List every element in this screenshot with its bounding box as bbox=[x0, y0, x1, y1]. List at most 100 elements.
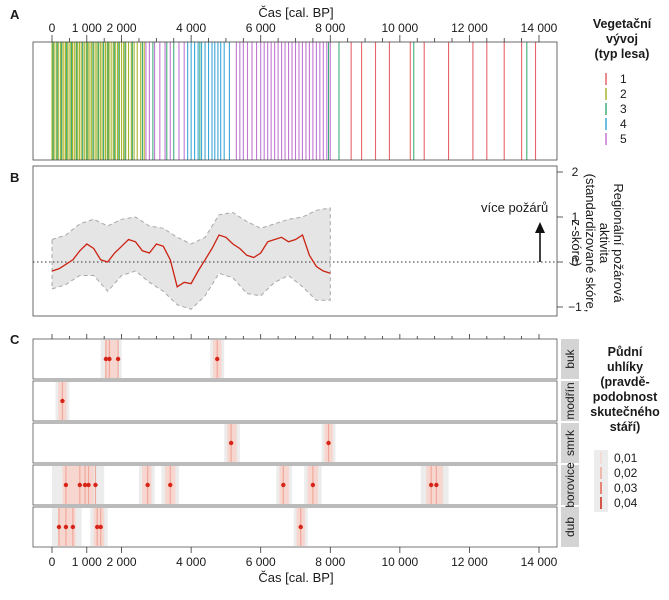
panel-c-legend-title: Půdní bbox=[608, 345, 643, 359]
panel-a-legend-label: 3 bbox=[620, 102, 627, 116]
panel-a-x-tick-label: 12 000 bbox=[451, 21, 488, 35]
panel-c-point bbox=[63, 524, 69, 530]
panel-b-frame bbox=[32, 165, 558, 317]
panel-c-legend-title: skutečného bbox=[590, 405, 660, 419]
panel-b-plot bbox=[33, 207, 557, 310]
panel-c-strip bbox=[561, 507, 579, 547]
panel-letter-c: C bbox=[10, 332, 20, 347]
panel-c-row-4: dub bbox=[32, 506, 579, 548]
panel-c-point bbox=[93, 482, 98, 488]
panel-c-point bbox=[228, 440, 234, 446]
panel-b-y-tick-label: 1 bbox=[572, 210, 579, 224]
panel-c-point bbox=[82, 482, 88, 488]
panel-c-rows: buk modřín smrk borovice dub bbox=[32, 338, 579, 548]
panel-a-legend-label: 5 bbox=[620, 132, 627, 146]
panel-a-x-tick-label: 10 000 bbox=[382, 21, 419, 35]
panel-c-x-tick-label: 1 000 bbox=[72, 555, 102, 569]
panel-c-point bbox=[168, 482, 173, 488]
panel-c-point bbox=[95, 524, 100, 530]
panel-c-legend-title: stáří) bbox=[610, 420, 641, 434]
panel-c-point bbox=[326, 440, 331, 446]
panel-b-annotation-more-fires: více požárů bbox=[481, 200, 548, 215]
panel-a-x-tick-label: 6 000 bbox=[246, 21, 276, 35]
panel-c-strip-label: modřín bbox=[563, 382, 577, 419]
panel-c-legend-label: 0,04 bbox=[614, 496, 638, 510]
panel-b-mean-line bbox=[51, 234, 331, 288]
panel-c-legend-title: podobnost bbox=[593, 390, 658, 404]
panel-b-y-tick-label: −1 bbox=[568, 300, 582, 314]
panel-a-legend-label: 4 bbox=[620, 117, 627, 131]
panel-c-strip bbox=[561, 465, 579, 505]
panel-c-legend: Půdníuhlíky(pravdě-podobnostskutečnéhost… bbox=[590, 345, 660, 512]
panel-c-legend-title: uhlíky bbox=[607, 360, 643, 374]
panel-a-frame bbox=[32, 41, 558, 161]
panel-c-legend-label: 0,01 bbox=[614, 451, 638, 465]
panel-a-legend-title: Vegetační bbox=[593, 17, 652, 31]
panel-a-x-tick-label: 14 000 bbox=[521, 21, 558, 35]
panel-c-legend-label: 0,02 bbox=[614, 466, 638, 480]
panel-c-row-frame bbox=[32, 380, 558, 422]
panel-b-y-axis-title-line: (standardizované skóre, bbox=[583, 174, 598, 313]
panel-a-x-tick-label: 8 000 bbox=[315, 21, 345, 35]
panel-c-point bbox=[428, 482, 434, 488]
panel-a-x-tick-label: 4 000 bbox=[176, 21, 206, 35]
panel-c-row-frame bbox=[32, 464, 558, 506]
panel-c-point bbox=[107, 356, 112, 362]
panel-c-point bbox=[215, 356, 220, 362]
panel-letter-b: B bbox=[10, 170, 19, 185]
panel-c-point bbox=[77, 482, 83, 488]
panel-c-point bbox=[434, 482, 439, 488]
panel-c-strip bbox=[561, 423, 579, 463]
panel-c-x-tick-label: 2 000 bbox=[107, 555, 137, 569]
panel-c-point bbox=[145, 482, 150, 488]
panel-a-x-ticks: 0 1 000 2 000 4 000 6 000 8 000 10 000 12 000 14… bbox=[49, 21, 558, 42]
panel-c-x-tick-label: 10 000 bbox=[382, 555, 419, 569]
panel-c-point bbox=[70, 524, 76, 530]
panel-c-x-axis: 0 1 000 2 000 4 000 6 000 8 000 10 000 12 000 14… bbox=[49, 547, 558, 569]
panel-a-legend-label: 1 bbox=[620, 72, 627, 86]
panel-c-point bbox=[298, 524, 303, 530]
panel-c-row-2: smrk bbox=[32, 422, 579, 464]
panel-c-point bbox=[281, 482, 286, 488]
panel-c-strip bbox=[561, 381, 579, 421]
panel-c-strip-label: borovice bbox=[563, 462, 577, 508]
panel-c-point bbox=[310, 482, 316, 488]
panel-c-point bbox=[86, 482, 91, 488]
panel-c-point bbox=[103, 356, 109, 362]
panel-c-row-3: borovice bbox=[32, 462, 579, 508]
panel-a-legend-title: (typ lesa) bbox=[595, 47, 650, 61]
panel-b-y-axis-title-line: aktivita bbox=[597, 223, 612, 264]
panel-c-legend-title: (pravdě- bbox=[600, 375, 649, 389]
panel-c-x-tick-label: 4 000 bbox=[176, 555, 206, 569]
panel-c-strip-label: dub bbox=[563, 517, 577, 537]
panel-c-x-axis-title: Čas [cal. BP] bbox=[258, 570, 333, 585]
panel-c-strip-label: buk bbox=[563, 348, 577, 368]
panel-c-point bbox=[63, 482, 69, 488]
panel-b-confidence-band bbox=[51, 207, 331, 310]
panel-a-event-lines bbox=[51, 42, 537, 160]
panel-c-strip-label: smrk bbox=[563, 429, 577, 456]
panel-c-x-tick-label: 8 000 bbox=[315, 555, 345, 569]
panel-b-y-axis: −1 0 1 2 bbox=[557, 165, 582, 314]
panel-b-y-axis-title-line: z-skóre) bbox=[569, 220, 584, 267]
panel-a-x-tick-label: 2 000 bbox=[107, 21, 137, 35]
panel-c-x-tick-label: 14 000 bbox=[521, 555, 558, 569]
panel-a-x-tick-label: 1 000 bbox=[72, 21, 102, 35]
panel-c-x-tick-label: 0 bbox=[49, 555, 56, 569]
panel-c-row-1: modřín bbox=[32, 380, 579, 422]
panel-c-strip bbox=[561, 339, 579, 379]
panel-c-point bbox=[60, 398, 65, 404]
panel-c-legend-label: 0,03 bbox=[614, 481, 638, 495]
panel-a-x-tick-label: 0 bbox=[49, 21, 56, 35]
panel-c-point bbox=[115, 356, 121, 362]
panel-letter-a: A bbox=[10, 7, 20, 22]
panel-b-y-axis-title: Regionální požárováaktivita(standardizov… bbox=[569, 174, 626, 313]
panel-c-x-tick-label: 12 000 bbox=[451, 555, 488, 569]
panel-a-legend-label: 2 bbox=[620, 87, 627, 101]
panel-b-fire-activity: B −1 0 1 2 více požárů Regionální požárováa… bbox=[10, 165, 626, 317]
panel-c-point bbox=[98, 524, 103, 530]
panel-b-y-axis-title-line: Regionální požárová bbox=[611, 183, 626, 303]
panel-a-legend-title: vývoj bbox=[606, 32, 638, 46]
